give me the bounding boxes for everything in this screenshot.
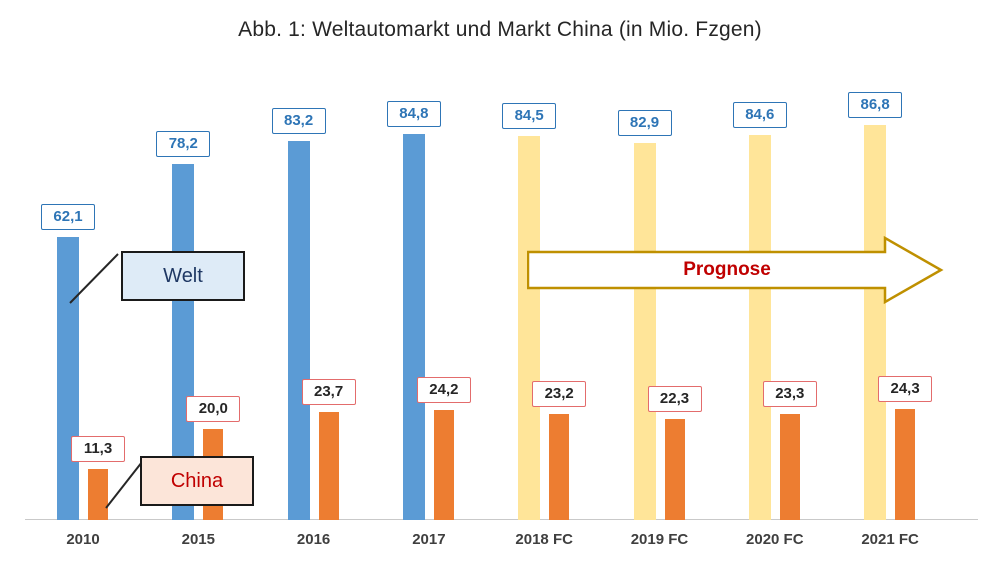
china-bar <box>895 409 916 520</box>
welt-forecast-bar <box>518 135 541 520</box>
china-bar <box>318 412 339 520</box>
welt-bar <box>402 134 425 520</box>
x-axis-label: 2018 FC <box>515 531 573 548</box>
x-axis-label: 2019 FC <box>630 531 689 548</box>
x-axis-label: 2010 <box>66 531 100 548</box>
x-axis-label: 2016 <box>296 531 331 548</box>
welt-forecast-bar <box>864 125 887 520</box>
china-value-label: 11,3 <box>71 435 125 462</box>
legend-china-label: China <box>170 469 224 492</box>
x-axis-label: 2021 FC <box>861 531 919 548</box>
china-value-label: 24,3 <box>878 376 933 403</box>
x-axis-label: 2015 <box>181 531 215 548</box>
welt-value-label: 78,2 <box>156 131 211 158</box>
welt-forecast-bar <box>748 135 771 520</box>
welt-forecast-bar <box>633 142 656 520</box>
china-bar <box>433 409 454 520</box>
china-bar <box>88 468 108 520</box>
legend-welt-label: Welt <box>163 264 203 287</box>
welt-value-label: 84,5 <box>502 102 557 129</box>
china-value-label: 23,2 <box>532 381 587 408</box>
welt-value-label: 84,8 <box>386 101 441 128</box>
welt-value-label: 62,1 <box>41 204 95 231</box>
china-value-label: 22,3 <box>647 385 702 412</box>
china-bar <box>664 418 685 520</box>
prognose-label: Prognose <box>683 259 771 280</box>
welt-value-label: 86,8 <box>848 92 903 119</box>
welt-value-label: 83,2 <box>271 108 326 135</box>
china-value-label: 23,3 <box>762 380 817 407</box>
legend-welt-callout: Welt <box>121 251 245 301</box>
legend-china-callout: China <box>140 456 254 506</box>
x-axis-label: 2017 <box>412 531 446 548</box>
chart-title: Abb. 1: Weltautomarkt und Markt China (i… <box>238 18 762 41</box>
welt-value-label: 84,6 <box>732 102 787 129</box>
china-bar <box>549 414 570 520</box>
x-axis-label: 2020 FC <box>746 531 804 548</box>
china-value-label: 23,7 <box>301 379 356 406</box>
x-axis-line <box>25 519 978 520</box>
prognose-arrow-shape <box>527 236 944 304</box>
china-value-label: 24,2 <box>416 376 471 403</box>
china-value-label: 20,0 <box>186 396 241 422</box>
welt-bar <box>287 141 310 520</box>
prognose-arrow <box>527 236 944 304</box>
welt-bar <box>57 237 79 520</box>
welt-value-label: 82,9 <box>617 109 672 136</box>
china-bar <box>779 413 800 520</box>
